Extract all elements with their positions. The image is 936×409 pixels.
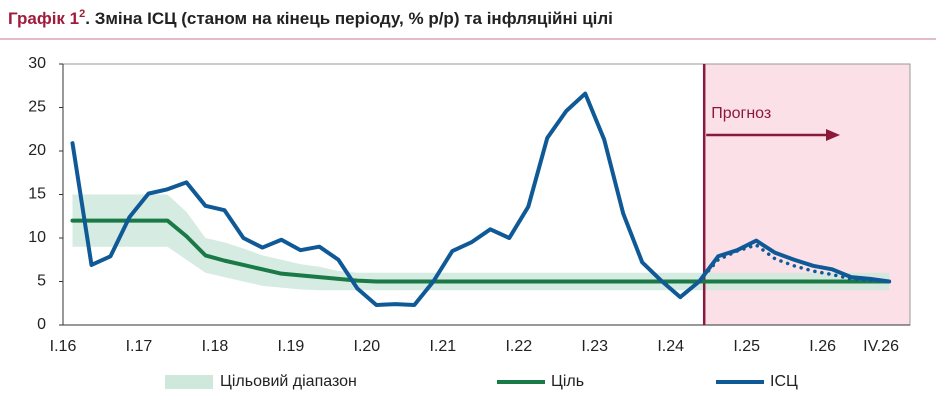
- x-tick-label: I.17: [126, 338, 153, 355]
- x-tick-label: IV.26: [863, 338, 899, 355]
- target-band: [72, 194, 890, 291]
- legend-swatch: [165, 375, 213, 389]
- x-tick-label: I.20: [354, 338, 381, 355]
- x-tick-label: I.18: [202, 338, 229, 355]
- x-tick-label: I.21: [429, 338, 456, 355]
- x-tick-label: I.16: [50, 338, 77, 355]
- x-tick-label: I.19: [278, 338, 305, 355]
- legend-label: Цільовий діапазон: [220, 373, 357, 390]
- x-tick-label: I.26: [809, 338, 836, 355]
- series-line: [70, 91, 892, 307]
- y-tick-label: 25: [28, 99, 46, 116]
- x-tick-label: I.24: [657, 338, 684, 355]
- y-tick-label: 0: [37, 316, 46, 333]
- legend-label: Ціль: [551, 373, 584, 390]
- x-tick-label: I.23: [581, 338, 608, 355]
- y-tick-label: 30: [28, 55, 46, 72]
- chart-number: Графік 1: [8, 9, 79, 28]
- forecast-line: [697, 243, 891, 284]
- chart-title-line: Графік 12. Зміна ІСЦ (станом на кінець п…: [8, 8, 613, 29]
- y-tick-label: 5: [37, 273, 46, 290]
- y-tick-label: 15: [28, 186, 46, 203]
- legend-label: ІСЦ: [770, 373, 798, 390]
- forecast-label: Прогноз: [711, 105, 771, 122]
- footnote-mark: 2: [79, 8, 85, 20]
- y-tick-label: 20: [28, 142, 46, 159]
- chart-title: . Зміна ІСЦ (станом на кінець періоду, %…: [85, 9, 613, 28]
- forecast-arrowhead: [826, 129, 840, 141]
- y-tick-label: 10: [28, 229, 46, 246]
- x-tick-label: I.25: [733, 338, 760, 355]
- x-tick-label: I.22: [505, 338, 532, 355]
- series-line: [70, 218, 892, 284]
